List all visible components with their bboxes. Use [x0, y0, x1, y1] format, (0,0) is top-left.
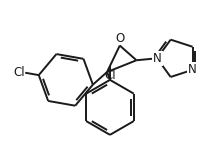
Text: Cl: Cl [104, 69, 116, 82]
Text: N: N [188, 63, 197, 76]
Text: N: N [153, 52, 161, 65]
Text: O: O [115, 32, 124, 45]
Text: Cl: Cl [13, 66, 25, 79]
